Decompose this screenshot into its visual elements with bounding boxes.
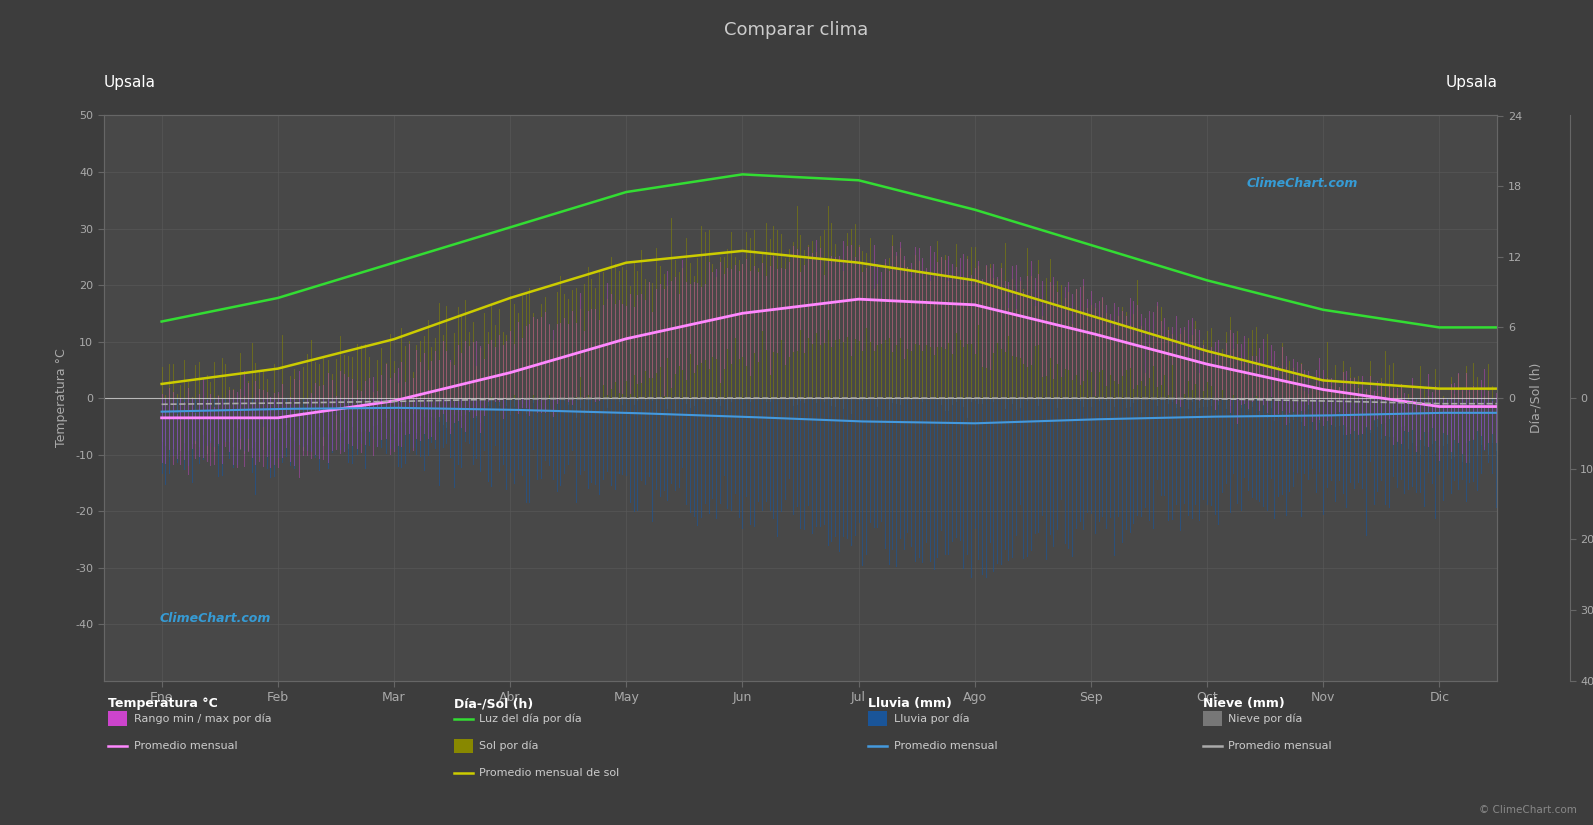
Text: Temperatura °C: Temperatura °C: [108, 697, 218, 710]
Text: © ClimeChart.com: © ClimeChart.com: [1480, 805, 1577, 815]
Text: Rango min / max por día: Rango min / max por día: [134, 714, 271, 724]
Text: Nieve por día: Nieve por día: [1228, 714, 1303, 724]
Y-axis label: Temperatura °C: Temperatura °C: [56, 349, 68, 447]
Text: ClimeChart.com: ClimeChart.com: [1246, 177, 1357, 190]
Text: Lluvia por día: Lluvia por día: [894, 714, 969, 724]
Text: ClimeChart.com: ClimeChart.com: [159, 612, 271, 625]
Text: Promedio mensual: Promedio mensual: [894, 741, 997, 751]
Text: Promedio mensual de sol: Promedio mensual de sol: [479, 768, 620, 778]
Text: Lluvia (mm): Lluvia (mm): [868, 697, 953, 710]
Text: Día-/Sol (h): Día-/Sol (h): [454, 697, 534, 710]
Text: Promedio mensual: Promedio mensual: [1228, 741, 1332, 751]
Y-axis label: Día-/Sol (h): Día-/Sol (h): [1529, 363, 1542, 433]
Text: Upsala: Upsala: [1445, 75, 1497, 90]
Text: Upsala: Upsala: [104, 75, 156, 90]
Text: Luz del día por día: Luz del día por día: [479, 714, 583, 724]
Text: Sol por día: Sol por día: [479, 741, 538, 751]
Text: Nieve (mm): Nieve (mm): [1203, 697, 1284, 710]
Text: Promedio mensual: Promedio mensual: [134, 741, 237, 751]
Text: Comparar clima: Comparar clima: [725, 21, 868, 39]
